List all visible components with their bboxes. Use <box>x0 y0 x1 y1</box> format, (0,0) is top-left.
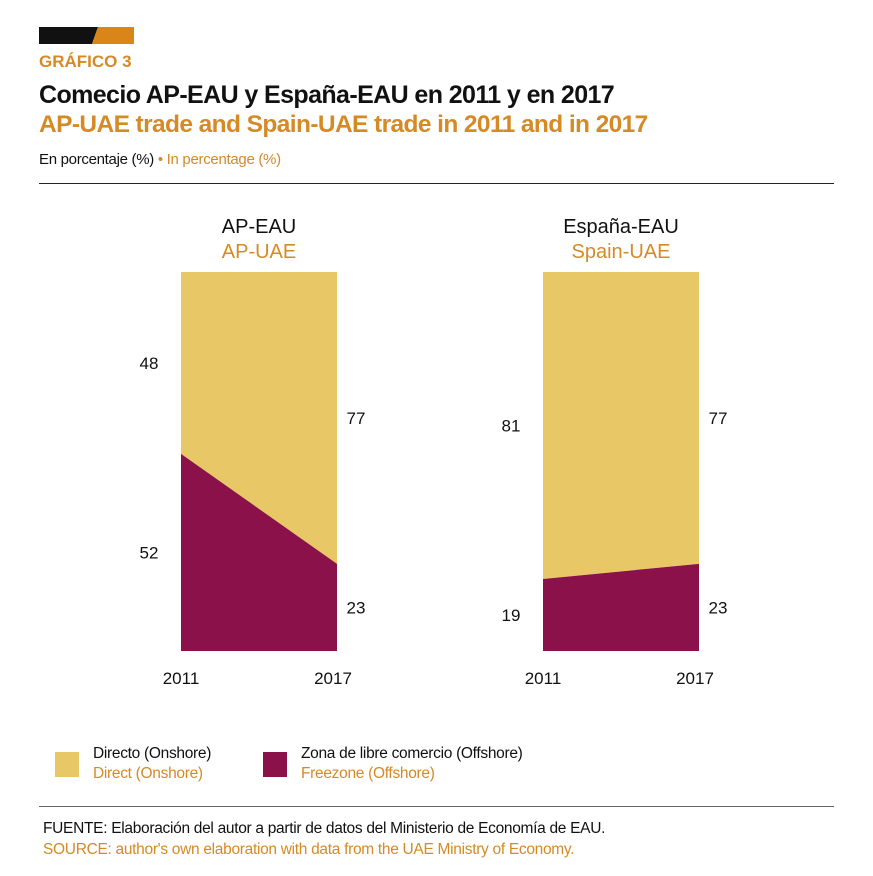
header-bar-orange <box>92 27 134 44</box>
legend-label-en: Freezone (Offshore) <box>301 765 435 782</box>
data-label-direct-2011: 81 <box>502 416 521 435</box>
bottom-rule <box>39 806 834 807</box>
area-freezone <box>543 563 699 651</box>
source-es: FUENTE: Elaboración del autor a partir d… <box>43 820 606 837</box>
source-en: SOURCE: author's own elaboration with da… <box>43 841 575 858</box>
x-tick-label: 2017 <box>676 669 714 688</box>
area-direct <box>543 272 699 579</box>
area-freezone <box>181 453 337 651</box>
legend-label-es: Zona de libre comercio (Offshore) <box>301 745 523 762</box>
data-label-direct-2011: 48 <box>140 354 159 373</box>
panel-title-es: AP-EAU <box>222 216 296 238</box>
legend-swatch-freezone <box>263 752 287 777</box>
legend-label-es: Directo (Onshore) <box>93 745 212 762</box>
legend-swatch-direct <box>55 752 79 777</box>
unit-label: En porcentaje (%) • In percentage (%) <box>39 151 281 168</box>
data-label-freezone-2017: 23 <box>347 598 366 617</box>
chart-title: Comecio AP-EAU y España-EAU en 2011 y en… <box>39 81 615 109</box>
unit-es: En porcentaje (%) <box>39 151 154 168</box>
x-tick-label: 2011 <box>163 669 200 688</box>
legend-item-freezone: Zona de libre comercio (Offshore) Freezo… <box>301 744 523 784</box>
unit-en: In percentage (%) <box>166 151 281 168</box>
header-bar <box>39 27 134 44</box>
source-note: FUENTE: Elaboración del autor a partir d… <box>43 818 605 860</box>
area-direct <box>181 272 337 564</box>
header-bar-black <box>39 27 98 44</box>
panel-title-en: AP-UAE <box>222 241 296 263</box>
panel-title-es: España-EAU <box>563 216 679 238</box>
chart-kicker: GRÁFICO 3 <box>39 52 132 71</box>
x-tick-label: 2011 <box>525 669 562 688</box>
x-tick-label: 2017 <box>314 669 352 688</box>
legend-item-direct: Directo (Onshore) Direct (Onshore) <box>93 744 211 784</box>
data-label-freezone-2011: 52 <box>140 543 159 562</box>
data-label-freezone-2017: 23 <box>709 598 728 617</box>
unit-sep: • <box>153 151 167 168</box>
panel-title-en: Spain-UAE <box>572 241 671 263</box>
chart-subtitle: AP-UAE trade and Spain-UAE trade in 2011… <box>39 111 648 138</box>
data-label-direct-2017: 77 <box>347 409 366 428</box>
data-label-freezone-2011: 19 <box>502 606 521 625</box>
top-rule <box>39 183 834 184</box>
legend-label-en: Direct (Onshore) <box>93 765 203 782</box>
chart-area: AP-EAU AP-UAE 48 77 52 23 2011 2017 España-EAU Sp… <box>140 216 728 688</box>
data-label-direct-2017: 77 <box>709 409 728 428</box>
